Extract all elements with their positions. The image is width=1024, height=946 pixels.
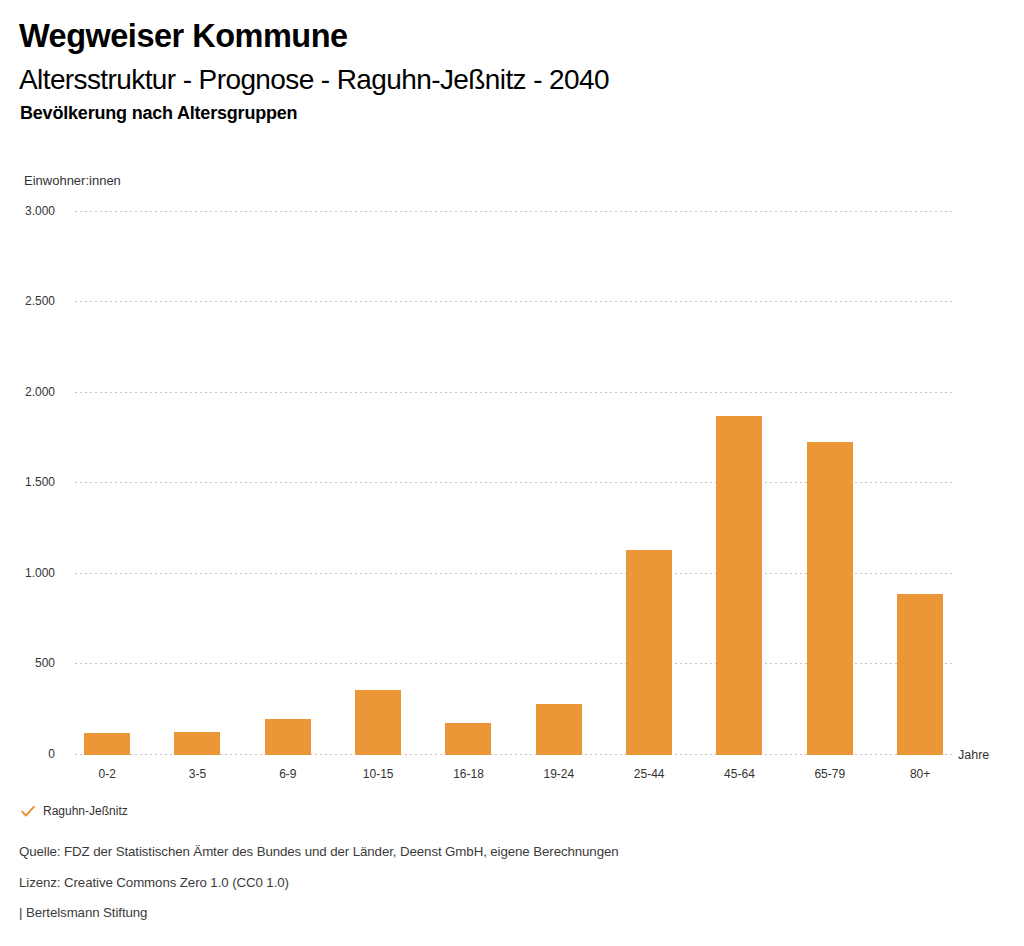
x-tick-label: 10-15 — [333, 767, 423, 781]
gridline-3.000 — [75, 211, 952, 212]
y-tick-label: 3.000 — [0, 204, 55, 218]
gridline-2.500 — [75, 301, 952, 302]
bar-65-79[interactable] — [807, 442, 853, 755]
legend[interactable]: Raguhn-Jeßnitz — [21, 804, 128, 818]
x-axis-title: Jahre — [958, 748, 989, 762]
bar-16-18[interactable] — [445, 723, 491, 755]
license-note: Lizenz: Creative Commons Zero 1.0 (CC0 1… — [19, 875, 289, 890]
x-tick-label: 65-79 — [785, 767, 875, 781]
checkmark-icon — [21, 806, 35, 817]
attribution-note: | Bertelsmann Stiftung — [19, 905, 147, 920]
bar-25-44[interactable] — [626, 550, 672, 755]
x-tick-label: 16-18 — [423, 767, 513, 781]
bar-19-24[interactable] — [536, 704, 582, 755]
bar-chart: 0 500 1.000 1.500 2.000 2.500 3.000 0-23-56-910… — [0, 0, 1024, 946]
y-tick-label: 1.000 — [0, 566, 55, 580]
bar-3-5[interactable] — [174, 732, 220, 755]
x-tick-label: 19-24 — [514, 767, 604, 781]
gridline-2.000 — [75, 392, 952, 393]
x-tick-label: 0-2 — [62, 767, 152, 781]
bar-45-64[interactable] — [716, 416, 762, 755]
legend-label: Raguhn-Jeßnitz — [43, 804, 128, 818]
y-tick-label: 2.500 — [0, 294, 55, 308]
y-tick-label: 500 — [0, 656, 55, 670]
y-tick-label: 1.500 — [0, 475, 55, 489]
y-tick-label: 2.000 — [0, 385, 55, 399]
x-tick-label: 45-64 — [694, 767, 784, 781]
bar-10-15[interactable] — [355, 690, 401, 755]
bar-6-9[interactable] — [265, 719, 311, 755]
bar-80+[interactable] — [897, 594, 943, 755]
x-tick-label: 6-9 — [243, 767, 333, 781]
bar-0-2[interactable] — [84, 733, 130, 755]
y-tick-label: 0 — [0, 747, 55, 761]
x-tick-label: 80+ — [875, 767, 965, 781]
x-tick-label: 3-5 — [152, 767, 242, 781]
x-tick-label: 25-44 — [604, 767, 694, 781]
source-note: Quelle: FDZ der Statistischen Ämter des … — [19, 844, 619, 859]
